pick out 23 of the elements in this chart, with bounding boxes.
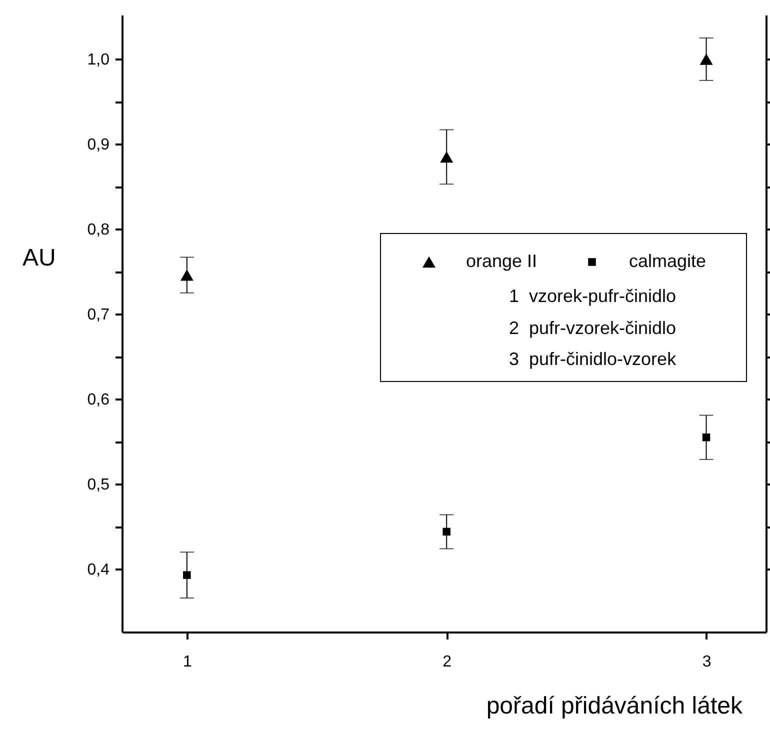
annotation: 2 pufr-vzorek-činidlo [509,316,678,340]
point [183,571,191,579]
y-axis-title: AU [22,244,56,272]
legend-label: calmagite [629,251,706,271]
point [180,269,194,281]
point [702,434,710,442]
y-tick-label: 0,6 [87,392,110,409]
x-axis-title: pořadí přidáváních látek [486,692,744,720]
legend-label: orange II [466,251,538,271]
y-tick-label: 0,7 [87,306,110,324]
x-tick-label: 1 [182,654,192,670]
x-tick-label: 3 [702,654,712,670]
point [700,54,713,65]
y-tick-label: 1,0 [87,52,110,69]
annotation: 3 pufr-činidlo-vzorek [509,348,678,371]
annotation: 1 vzorek-pufr-činidlo [509,285,678,308]
y-tick-label: 0,5 [87,476,110,494]
y-tick-label: 0,8 [87,222,110,239]
y-tick-label: 0,9 [87,136,110,154]
point [440,151,454,163]
x-tick-label: 2 [442,654,452,670]
point [442,528,450,536]
y-tick-label: 0,4 [87,562,110,579]
